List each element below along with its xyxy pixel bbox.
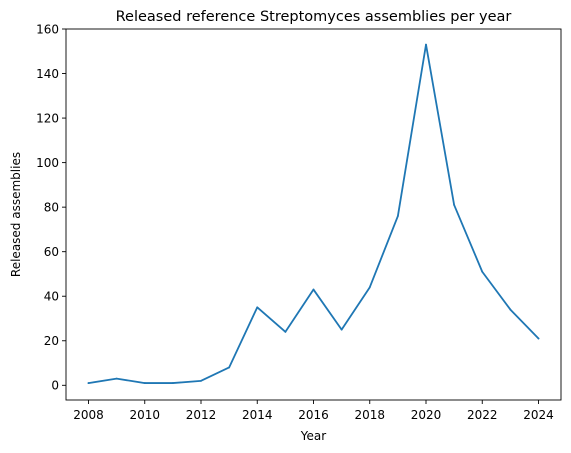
data-point [340,328,343,331]
data-point [115,377,118,380]
series-line [87,43,540,384]
x-tick-label: 2018 [354,408,385,422]
y-tick-label: 100 [36,156,59,170]
x-axis-label: Year [300,429,326,443]
x-tick-label: 2008 [73,408,104,422]
y-tick-label: 140 [36,67,59,81]
y-axis-label: Released assemblies [9,152,23,277]
chart-title: Released reference Streptomyces assembli… [116,9,512,25]
data-point [481,270,484,273]
x-tick-label: 2012 [186,408,217,422]
y-tick-label: 120 [36,111,59,125]
data-point [228,366,231,369]
data-point [200,379,202,382]
x-tick-label: 2014 [242,408,273,422]
y-axis: 0 20 40 60 80 100 120 140 160 [36,22,66,393]
axes-frame [65,28,562,401]
y-tick-label: 40 [44,290,59,304]
y-tick-label: 0 [51,379,59,393]
x-tick-label: 2024 [523,408,554,422]
y-tick-label: 60 [44,245,59,259]
data-point [537,337,540,340]
data-point [143,382,146,384]
data-point [284,330,287,333]
x-tick-label: 2022 [467,408,498,422]
data-point [256,306,259,309]
y-tick-label: 80 [44,200,59,214]
data-point [368,286,371,289]
data-point [312,288,315,291]
y-tick-label: 160 [36,22,59,36]
data-point [425,43,427,46]
series-layer [87,43,540,384]
x-tick-label: 2016 [298,408,329,422]
data-point [453,204,456,206]
data-point [509,308,512,311]
y-tick-label: 20 [44,334,59,348]
data-point [396,215,399,217]
data-point [171,382,174,384]
x-axis: 2008 2010 2012 2014 2016 2018 2020 2022 2024 [73,400,554,422]
data-point [87,382,90,384]
x-tick-label: 2010 [129,408,160,422]
x-tick-label: 2020 [411,408,442,422]
